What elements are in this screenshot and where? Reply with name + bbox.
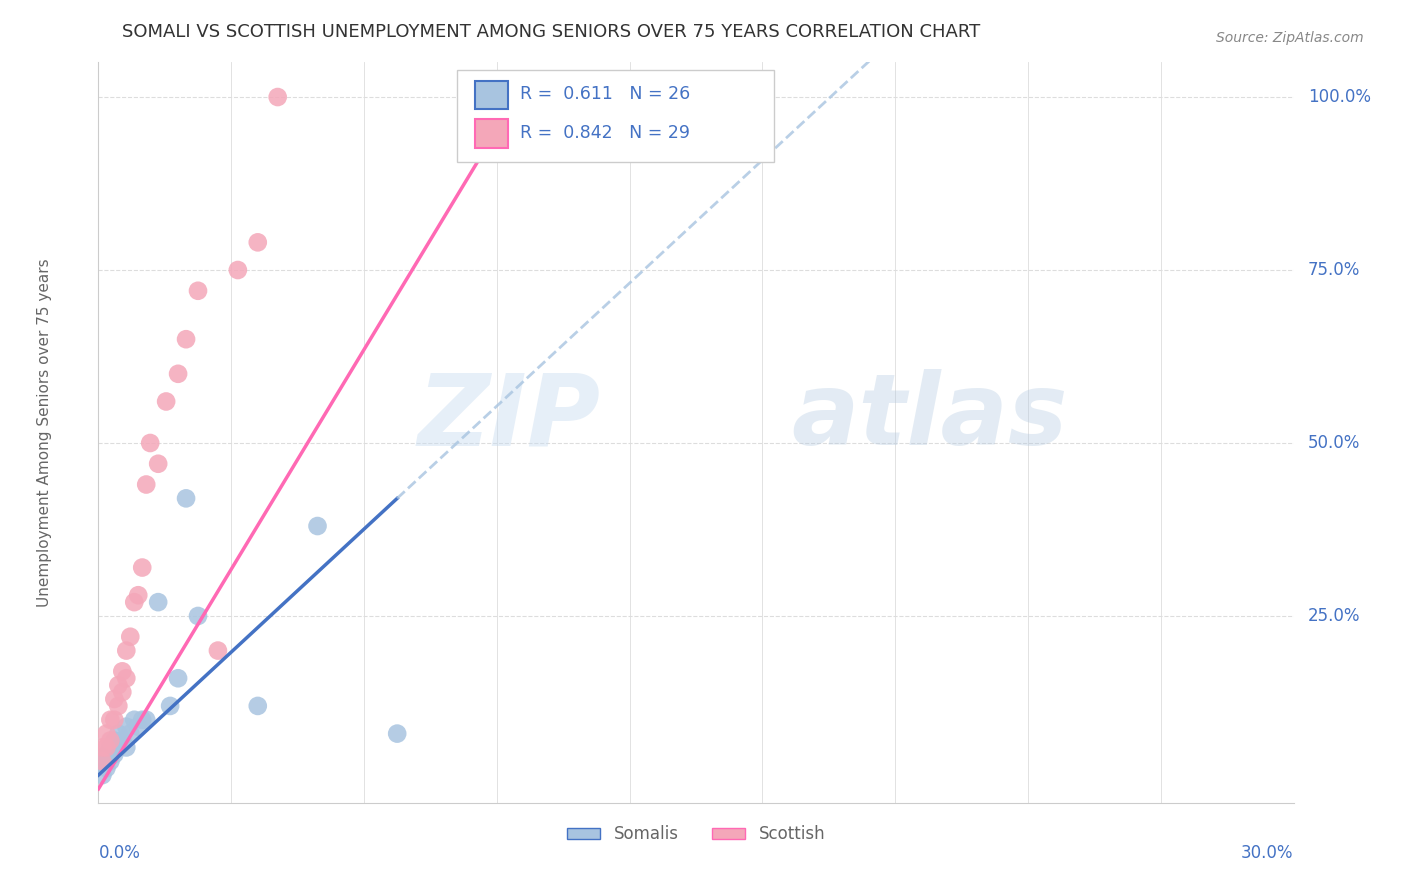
Point [155,394,177,409]
Point [111,685,134,699]
Point [91,740,114,755]
Point [135,477,157,491]
Text: 25.0%: 25.0% [1308,607,1361,625]
Point [107,698,129,713]
Point [127,588,149,602]
Point [96,740,118,755]
Point [91,768,114,782]
Text: R =  0.611   N = 26: R = 0.611 N = 26 [520,86,690,103]
Point [131,713,153,727]
Text: 50.0%: 50.0% [1308,434,1360,452]
Text: Source: ZipAtlas.com: Source: ZipAtlas.com [1216,31,1364,45]
Point [103,692,125,706]
Point [103,747,125,762]
Bar [475,81,509,109]
Point [107,678,129,692]
Point [98,713,122,727]
Point [115,643,138,657]
Point [127,720,149,734]
Point [187,284,209,298]
Point [207,643,229,657]
Point [96,747,118,762]
Point [103,713,125,727]
Point [115,740,138,755]
Point [246,698,269,713]
Point [148,595,170,609]
Point [135,713,157,727]
Point [115,671,138,685]
Point [246,235,269,250]
Text: atlas: atlas [792,369,1069,467]
Text: SOMALI VS SCOTTISH UNEMPLOYMENT AMONG SENIORS OVER 75 YEARS CORRELATION CHART: SOMALI VS SCOTTISH UNEMPLOYMENT AMONG SE… [122,23,980,41]
Point [111,665,134,679]
Point [120,726,142,740]
Text: 100.0%: 100.0% [1308,88,1371,106]
Point [131,560,153,574]
Point [107,740,129,755]
Legend: Somalis, Scottish: Somalis, Scottish [560,819,832,850]
Point [91,754,114,768]
Point [307,519,329,533]
Point [103,733,125,747]
Point [174,332,197,346]
Point [96,761,118,775]
Point [385,726,409,740]
Point [267,90,290,104]
Text: R =  0.842   N = 29: R = 0.842 N = 29 [520,124,690,142]
Point [174,491,197,506]
Text: ZIP: ZIP [418,369,600,467]
Point [148,457,170,471]
Text: 0.0%: 0.0% [98,844,141,862]
Point [124,713,146,727]
Point [98,733,122,747]
Point [124,595,146,609]
Point [91,754,114,768]
Point [139,436,162,450]
Text: 75.0%: 75.0% [1308,261,1360,279]
Bar [475,120,509,147]
Point [115,720,138,734]
Point [98,754,122,768]
Point [167,671,190,685]
Point [107,726,129,740]
Text: 30.0%: 30.0% [1241,844,1294,862]
FancyBboxPatch shape [457,70,773,162]
Point [120,630,142,644]
Point [167,367,190,381]
Point [98,740,122,755]
Text: Unemployment Among Seniors over 75 years: Unemployment Among Seniors over 75 years [37,259,52,607]
Point [111,733,134,747]
Point [226,263,249,277]
Point [187,609,209,624]
Point [159,698,181,713]
Point [96,726,118,740]
